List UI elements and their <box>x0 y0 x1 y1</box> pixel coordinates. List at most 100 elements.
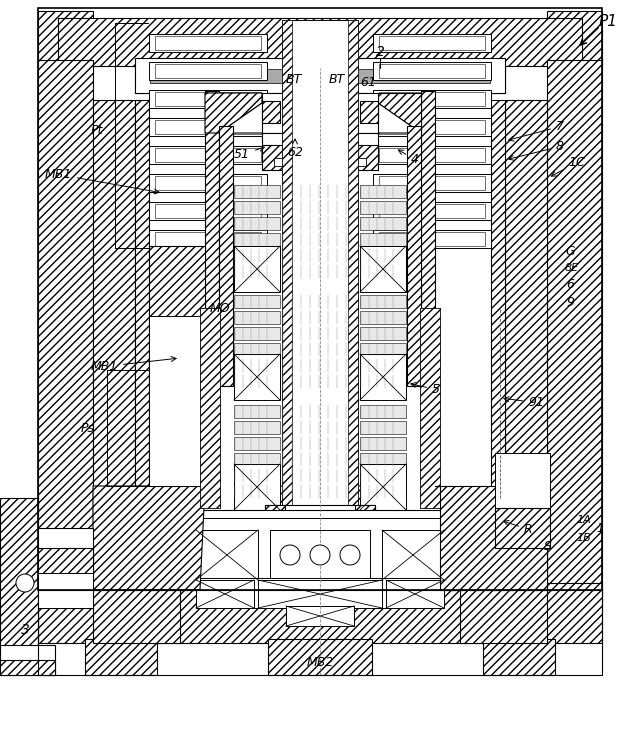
Bar <box>196 530 258 580</box>
Bar <box>360 201 406 214</box>
Bar <box>38 60 93 590</box>
Text: 1A: 1A <box>577 515 591 525</box>
Text: G: G <box>565 244 575 258</box>
Bar <box>282 469 358 482</box>
Polygon shape <box>205 373 219 486</box>
Bar <box>135 63 505 93</box>
Polygon shape <box>460 590 547 643</box>
Bar <box>360 217 406 230</box>
Bar <box>234 453 280 466</box>
Bar <box>135 65 505 83</box>
Polygon shape <box>205 486 435 590</box>
Text: MO: MO <box>210 302 230 314</box>
Bar <box>282 359 358 372</box>
Bar <box>358 158 366 166</box>
Bar <box>379 232 485 246</box>
Text: MB2: MB2 <box>307 657 333 669</box>
Circle shape <box>310 545 330 565</box>
Bar <box>150 69 490 83</box>
Bar <box>505 100 547 590</box>
Bar <box>379 176 485 190</box>
Bar <box>234 217 280 230</box>
Bar <box>262 133 378 148</box>
Bar <box>234 375 280 388</box>
Polygon shape <box>378 93 421 133</box>
Text: 3: 3 <box>20 623 29 637</box>
Bar <box>196 518 444 583</box>
Text: R: R <box>504 520 532 536</box>
Text: 4: 4 <box>398 150 419 166</box>
Bar <box>495 453 550 548</box>
Bar <box>358 145 378 170</box>
Bar <box>360 343 406 356</box>
Bar <box>373 90 491 108</box>
Text: MB1: MB1 <box>91 356 176 373</box>
Bar <box>149 146 267 164</box>
Bar <box>282 405 358 418</box>
Bar <box>234 185 280 198</box>
Bar <box>155 120 261 134</box>
Bar <box>234 485 280 498</box>
Bar <box>360 453 406 466</box>
Text: S: S <box>544 539 552 553</box>
Polygon shape <box>205 93 262 133</box>
Bar <box>373 34 491 52</box>
Bar <box>0 660 55 675</box>
Bar <box>330 81 356 103</box>
Bar <box>373 202 491 220</box>
Bar <box>234 469 280 482</box>
Bar <box>0 498 38 653</box>
Text: 1: 1 <box>596 522 604 534</box>
Text: BT: BT <box>286 72 302 86</box>
Bar <box>234 295 280 308</box>
Polygon shape <box>93 590 180 643</box>
Bar <box>282 20 292 590</box>
Bar <box>360 185 406 198</box>
Bar <box>234 265 280 278</box>
Bar <box>234 464 280 510</box>
Bar <box>258 580 382 608</box>
Bar <box>360 295 406 308</box>
Bar <box>85 639 157 675</box>
Bar <box>234 246 280 292</box>
Text: 2: 2 <box>376 45 385 59</box>
Bar <box>155 148 261 162</box>
Bar <box>205 91 219 486</box>
Text: Ps: Ps <box>81 421 95 435</box>
Text: 51: 51 <box>234 146 264 161</box>
Bar <box>282 295 358 308</box>
Bar <box>282 375 358 388</box>
Bar <box>282 217 358 230</box>
Bar <box>360 485 406 498</box>
Bar <box>373 62 491 80</box>
Bar <box>234 249 280 262</box>
Bar <box>483 639 555 675</box>
Bar <box>234 233 280 246</box>
Bar <box>155 92 261 106</box>
Bar <box>379 64 485 78</box>
Bar <box>547 11 602 66</box>
Bar <box>382 530 444 580</box>
Bar <box>149 174 267 192</box>
Bar <box>234 437 280 450</box>
Polygon shape <box>93 486 205 590</box>
Bar <box>420 308 440 508</box>
Text: 6: 6 <box>566 277 574 291</box>
Bar <box>379 204 485 218</box>
Bar <box>282 201 358 214</box>
Text: 9: 9 <box>566 295 574 308</box>
Bar <box>360 354 406 400</box>
Circle shape <box>280 545 300 565</box>
Bar <box>149 118 267 136</box>
Bar <box>38 8 602 590</box>
Bar <box>282 265 358 278</box>
Bar <box>219 126 233 386</box>
Bar <box>282 453 358 466</box>
Bar <box>234 327 280 340</box>
Bar <box>265 505 375 590</box>
Bar <box>155 176 261 190</box>
Bar <box>234 421 280 434</box>
Bar <box>379 36 485 50</box>
Circle shape <box>340 545 360 565</box>
Polygon shape <box>421 373 435 486</box>
